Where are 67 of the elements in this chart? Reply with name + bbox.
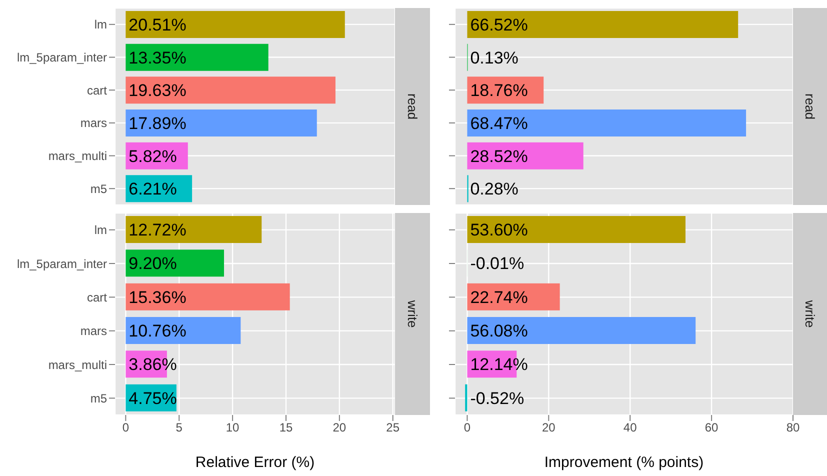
text: write [404,299,420,328]
x-axis-title: Relative Error (%) [195,454,315,471]
data-label: 28.52% [470,146,528,166]
x-tick-label: 80 [786,420,800,435]
data-label: 15.36% [128,288,186,307]
y-tick-label: m5 [90,182,108,196]
bar [467,317,696,344]
x-tick-label: 5 [176,420,183,435]
data-label: 4.75% [128,388,177,408]
bar [467,11,738,38]
data-label: 12.14% [470,355,528,374]
bar [126,250,224,277]
y-tick-label: lm_5param_inter [16,50,107,65]
x-axis-title: Improvement (% points) [544,454,704,471]
x-tick-label: 0 [122,420,130,435]
data-label: 9.20% [128,254,177,274]
bar [126,11,345,38]
data-label: 3.86% [128,355,177,374]
y-tick-label: cart [86,290,108,304]
bar [467,216,686,243]
y-tick-label: mars [80,116,107,130]
y-tick-label: cart [86,83,108,98]
y-tick-label: mars [80,324,107,338]
bar [467,283,560,310]
y-tick-label: mars_multi [48,358,107,372]
bar [126,76,336,104]
data-label: 17.89% [128,114,186,133]
data-label: 13.35% [128,48,186,68]
x-tick-label: 0 [464,420,471,435]
y-tick-label: lm [94,18,107,32]
data-label: 20.51% [128,15,186,34]
x-tick-label: 15 [279,420,293,435]
y-tick-label: lm_5param_inter [16,256,107,271]
x-tick-label: 20 [332,420,346,435]
text: read [802,93,818,120]
data-label: 56.08% [470,321,528,340]
y-tick-label: m5 [90,391,108,406]
bar [467,142,584,170]
data-label: 5.82% [128,146,177,166]
bar [126,110,317,136]
bar [467,110,746,136]
x-tick-label: 25 [386,420,400,435]
data-label: 6.21% [128,180,177,199]
text: read [404,93,420,120]
y-tick-label: mars_multi [48,149,107,164]
data-label: -0.01% [470,254,524,274]
bar [126,317,241,344]
x-tick-label: 40 [623,420,638,435]
data-label: 19.63% [128,81,186,100]
y-tick-label: lm [94,223,107,238]
x-tick-label: 60 [704,420,719,435]
bar [126,216,262,243]
data-label: 12.72% [128,220,186,240]
data-label: 22.74% [470,288,528,307]
data-label: 0.13% [470,48,518,68]
data-label: 68.47% [470,114,528,133]
data-label: 10.76% [128,321,186,340]
x-tick-label: 10 [226,420,240,435]
x-tick-label: 20 [542,420,556,435]
data-label: 66.52% [470,15,528,34]
text: write [802,299,818,328]
data-label: 53.60% [470,220,528,240]
bar [126,44,268,71]
bar [126,283,290,310]
data-label: -0.52% [470,388,524,408]
data-label: 0.28% [470,180,518,199]
data-label: 18.76% [470,81,528,100]
